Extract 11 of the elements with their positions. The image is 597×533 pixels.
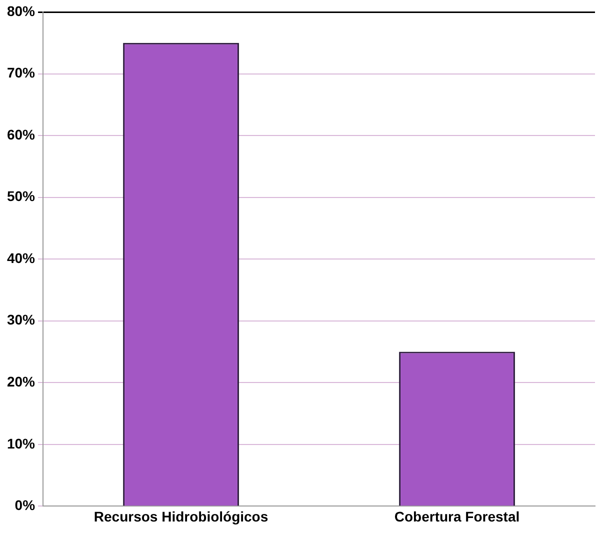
y-tick-label: 80% — [6, 2, 36, 19]
y-tick-label: 10% — [6, 435, 36, 452]
x-tick-label: Recursos Hidrobiológicos — [94, 508, 268, 524]
y-tick-label: 40% — [6, 250, 36, 266]
x-tick-label: Cobertura Forestal — [394, 508, 520, 524]
y-tick-label: 0% — [14, 497, 36, 514]
y-tick-label: 30% — [6, 312, 36, 328]
y-tick-label: 20% — [6, 374, 36, 390]
y-tick-label: 50% — [6, 188, 36, 204]
y-tick-label: 60% — [6, 126, 36, 142]
y-tick-label: 70% — [6, 64, 36, 81]
